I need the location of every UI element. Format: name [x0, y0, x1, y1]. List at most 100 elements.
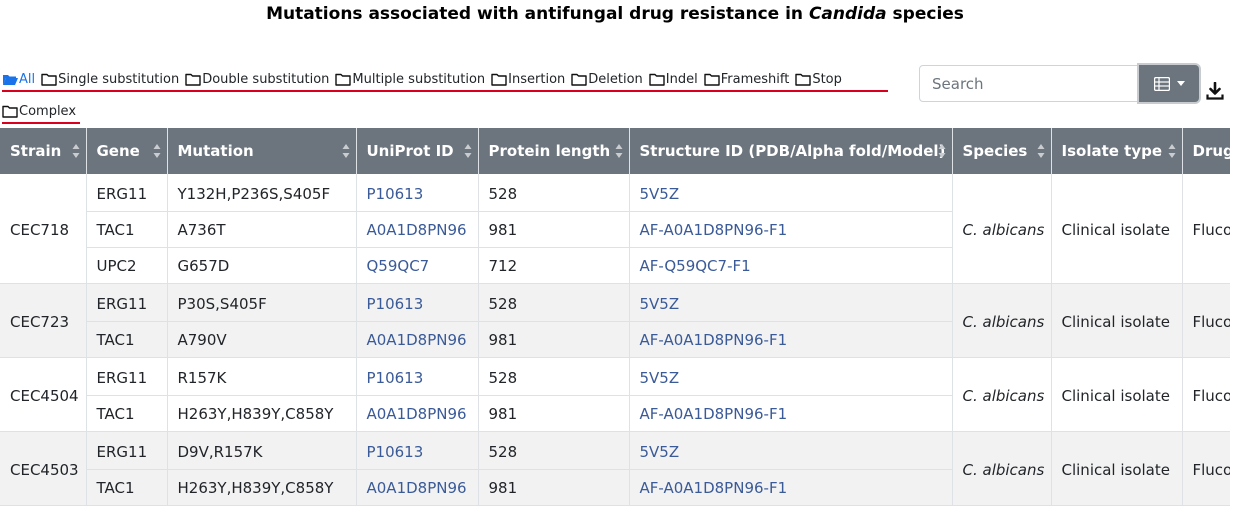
uniprot-link[interactable]: A0A1D8PN96 [356, 211, 479, 248]
column-header-label: UniProt ID [366, 142, 454, 160]
sort-icon [464, 144, 471, 158]
uniprot-link[interactable]: A0A1D8PN96 [356, 321, 479, 358]
mutation-table: Strain Gene Mutation UniProt ID Protein leng… [0, 128, 1230, 517]
protein-length-cell: 981 [478, 469, 630, 506]
filter-underline [2, 122, 80, 124]
filter-multiple-substitution[interactable]: Multiple substitution [335, 72, 485, 87]
filter-label: Complex [19, 104, 77, 119]
filter-label: Multiple substitution [352, 72, 486, 87]
column-header[interactable]: Strain [0, 128, 87, 174]
uniprot-link[interactable]: P10613 [356, 174, 479, 212]
uniprot-link[interactable]: P10613 [356, 357, 479, 396]
filter-label: Indel [665, 72, 698, 87]
column-header[interactable]: UniProt ID [356, 128, 479, 174]
uniprot-link[interactable]: P10613 [356, 431, 479, 470]
column-header[interactable]: Species [952, 128, 1052, 174]
protein-length-cell: 981 [478, 211, 630, 248]
protein-length-cell: 528 [478, 431, 630, 470]
structure-link[interactable]: AF-A0A1D8PN96-F1 [629, 321, 953, 358]
isolate-type-cell: Clinical isolate [1051, 431, 1183, 506]
gene-cell: ERG11 [86, 283, 168, 322]
protein-length-cell: 528 [478, 357, 630, 396]
strain-cell: CEC4503 [0, 431, 87, 506]
structure-link[interactable]: 5V5Z [629, 431, 953, 470]
title-prefix: Mutations associated with antifungal dru… [266, 4, 809, 24]
mutation-cell: H263Y,H839Y,C858Y [167, 395, 357, 432]
strain-cell: CEC4504 [0, 357, 87, 432]
sort-icon [153, 144, 160, 158]
filter-indel[interactable]: Indel [649, 72, 698, 87]
download-icon[interactable] [1206, 82, 1224, 100]
protein-length-cell: 528 [478, 174, 630, 212]
column-header-label: Drug [1192, 142, 1231, 160]
filter-underline [2, 90, 888, 92]
sort-icon [72, 144, 79, 158]
filter-label: Double substitution [202, 72, 330, 87]
column-header-label: Protein length [488, 142, 611, 160]
structure-link[interactable]: AF-A0A1D8PN96-F1 [629, 211, 953, 248]
gene-cell: TAC1 [86, 469, 168, 506]
table-row: TAC1 H263Y,H839Y,C858Y A0A1D8PN96 981 AF-A0A… [0, 469, 1230, 506]
sort-icon [342, 144, 349, 158]
structure-link[interactable]: 5V5Z [629, 357, 953, 396]
table-row: TAC1 A790V A0A1D8PN96 981 AF-A0A1D8PN96-F1 [0, 321, 1230, 358]
column-header-label: Isolate type [1061, 142, 1163, 160]
table-row: CEC4503 ERG11 D9V,R157K P10613 528 5V5Z C. alb… [0, 431, 1230, 506]
table-row: CEC718 ERG11 Y132H,P236S,S405F P10613 528 5V5… [0, 174, 1230, 284]
column-header-label: Structure ID (PDB/Alpha fold/Model) [639, 142, 946, 160]
column-header[interactable]: Protein length [478, 128, 630, 174]
chevron-down-icon [1176, 81, 1185, 86]
column-header[interactable]: Structure ID (PDB/Alpha fold/Model) [629, 128, 953, 174]
uniprot-link[interactable]: P10613 [356, 283, 479, 322]
filter-insertion[interactable]: Insertion [491, 72, 565, 87]
isolate-type-cell: Clinical isolate [1051, 174, 1183, 284]
uniprot-link[interactable]: A0A1D8PN96 [356, 395, 479, 432]
filter-all[interactable]: All [2, 72, 35, 87]
structure-link[interactable]: AF-A0A1D8PN96-F1 [629, 469, 953, 506]
sort-icon [938, 144, 945, 158]
filter-deletion[interactable]: Deletion [571, 72, 643, 87]
gene-cell: ERG11 [86, 357, 168, 396]
filter-stop[interactable]: Stop [795, 72, 842, 87]
filter-label: Stop [812, 72, 842, 87]
gene-cell: TAC1 [86, 211, 168, 248]
table-row: CEC723 ERG11 P30S,S405F P10613 528 5V5Z C. alb… [0, 283, 1230, 358]
folder-open-icon [3, 75, 18, 85]
mutation-cell: R157K [167, 357, 357, 396]
column-header[interactable]: Mutation [167, 128, 357, 174]
folder-icon [571, 73, 587, 86]
search-input[interactable] [919, 65, 1139, 102]
filter-label: Deletion [588, 72, 643, 87]
mutation-cell: G657D [167, 247, 357, 284]
uniprot-link[interactable]: A0A1D8PN96 [356, 469, 479, 506]
structure-link[interactable]: AF-A0A1D8PN96-F1 [629, 395, 953, 432]
uniprot-link[interactable]: Q59QC7 [356, 247, 479, 284]
protein-length-cell: 981 [478, 321, 630, 358]
gene-cell: UPC2 [86, 247, 168, 284]
mutation-cell: D9V,R157K [167, 431, 357, 470]
title-suffix: species [886, 4, 964, 24]
isolate-type-cell: Clinical isolate [1051, 283, 1183, 358]
filter-label: All [19, 72, 36, 87]
drug-cell: Fluconazole [1182, 431, 1230, 506]
mutation-cell: P30S,S405F [167, 283, 357, 322]
filter-frameshift[interactable]: Frameshift [704, 72, 789, 87]
folder-icon [704, 73, 720, 86]
filter-single-substitution[interactable]: Single substitution [41, 72, 179, 87]
column-header[interactable]: Isolate type [1051, 128, 1183, 174]
structure-link[interactable]: 5V5Z [629, 174, 953, 212]
column-header-label: Mutation [177, 142, 254, 160]
filter-double-substitution[interactable]: Double substitution [185, 72, 329, 87]
structure-link[interactable]: 5V5Z [629, 283, 953, 322]
columns-toggle-button[interactable] [1139, 65, 1199, 102]
protein-length-cell: 712 [478, 247, 630, 284]
table-row: UPC2 G657D Q59QC7 712 AF-Q59QC7-F1 [0, 247, 1230, 284]
structure-link[interactable]: AF-Q59QC7-F1 [629, 247, 953, 284]
title-genus: Candida [808, 4, 887, 24]
drug-cell: Fluconazole [1182, 174, 1230, 284]
filter-complex[interactable]: Complex [2, 104, 76, 119]
column-header-label: Gene [96, 142, 140, 160]
column-header[interactable]: Drug [1182, 128, 1230, 174]
table-row: TAC1 H263Y,H839Y,C858Y A0A1D8PN96 981 AF-A0A… [0, 395, 1230, 432]
column-header[interactable]: Gene [86, 128, 168, 174]
